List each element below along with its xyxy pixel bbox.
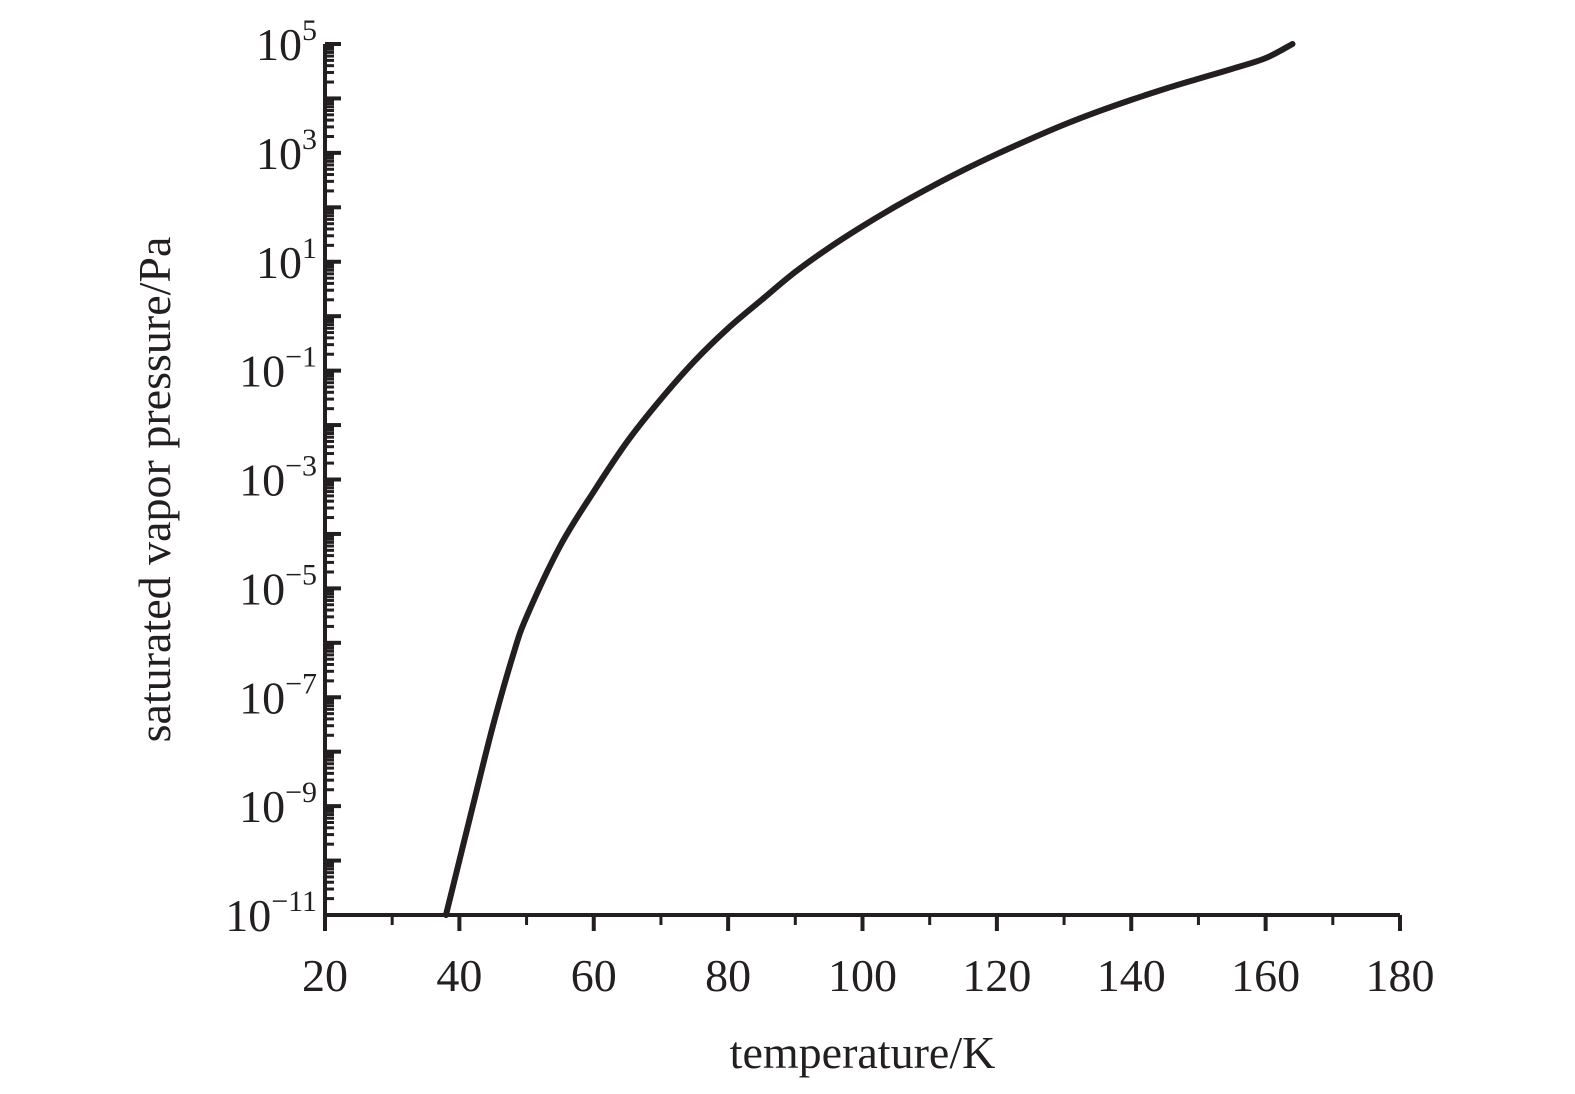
y-axis-title: saturated vapor pressure/Pa: [129, 237, 180, 743]
y-tick-label: 103: [256, 123, 317, 179]
x-tick-label: 140: [1097, 950, 1166, 1001]
x-tick-label: 80: [705, 950, 751, 1001]
x-tick-label: 40: [436, 950, 482, 1001]
y-tick-label: 10−5: [239, 558, 317, 614]
y-tick-label: 10−3: [239, 450, 317, 506]
x-tick-label: 100: [828, 950, 897, 1001]
axes: [323, 42, 1402, 931]
y-tick-label: 10−1: [239, 341, 317, 397]
y-tick-label: 10−9: [239, 776, 317, 832]
y-tick-label: 10−11: [225, 885, 317, 941]
series-line-0: [442, 41, 1296, 918]
x-axis-title: temperature/K: [730, 1027, 996, 1078]
y-tick-label: 105: [256, 14, 317, 70]
x-tick-label: 60: [571, 950, 617, 1001]
y-tick-label: 101: [256, 232, 317, 288]
series-layer: [442, 41, 1296, 918]
labels: 20 40 60 80 100 120 140 160 180 105 103 101 10−1 10−3…: [129, 14, 1435, 1078]
x-tick-label: 160: [1231, 950, 1300, 1001]
x-tick-label: 180: [1366, 950, 1435, 1001]
x-tick-label: 120: [962, 950, 1031, 1001]
x-tick-label: 20: [302, 950, 348, 1001]
y-tick-label: 10−7: [239, 667, 317, 723]
